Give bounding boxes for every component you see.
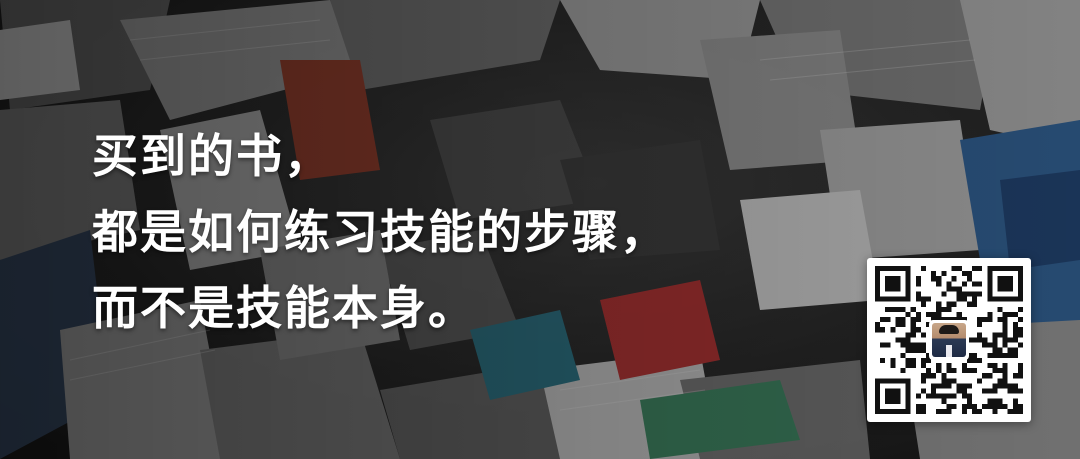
- person-photo-icon: [932, 323, 966, 357]
- headline-line-1: 买到的书，: [92, 129, 332, 183]
- qr-avatar: [929, 320, 969, 360]
- headline-text: 买到的书， 都是如何练习技能的步骤， 而不是技能本身。: [92, 118, 668, 346]
- qr-code-icon: [875, 266, 1023, 414]
- headline-line-3: 而不是技能本身。: [92, 281, 476, 335]
- headline-line-2: 都是如何练习技能的步骤，: [92, 205, 668, 259]
- qr-code-card: [867, 258, 1031, 422]
